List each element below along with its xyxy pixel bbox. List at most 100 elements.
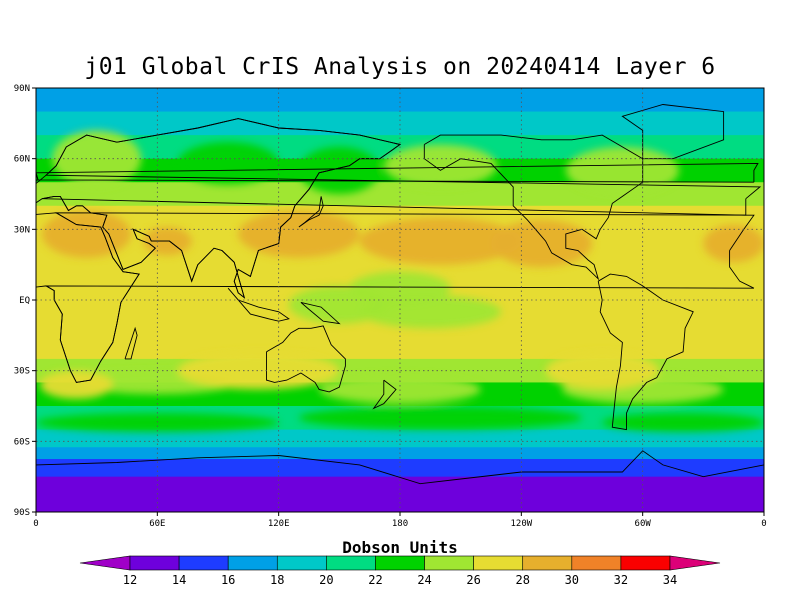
zonal-band	[36, 370, 764, 378]
zonal-band	[36, 447, 764, 454]
zonal-band	[36, 123, 764, 130]
zonal-band	[36, 146, 764, 154]
latitude-labels: 90N 60N 30N EQ 30S 60S 90S	[14, 84, 36, 518]
zonal-band	[36, 353, 764, 360]
latitude-label: 90N	[14, 84, 30, 94]
ozone-feature	[52, 130, 142, 187]
zonal-band	[36, 435, 764, 442]
colorbar-swatch	[424, 555, 474, 571]
ozone-feature	[359, 217, 522, 265]
zonal-band	[36, 329, 764, 336]
colorbar-over-triangle	[669, 555, 721, 571]
ozone-feature	[703, 224, 764, 263]
colorbar-swatch	[129, 555, 180, 571]
colorbar-label: 30	[565, 573, 579, 587]
zonal-band	[36, 182, 764, 189]
longitude-label: 180	[392, 519, 408, 529]
ozone-feature	[42, 210, 132, 258]
coastline	[36, 212, 140, 383]
colorbar-label: 24	[417, 573, 431, 587]
ozone-feature	[565, 146, 680, 194]
graticule	[36, 88, 764, 512]
colorbar: 12 14 16 18 20 22 24 26 28 30 32 34	[79, 555, 721, 587]
longitude-label: 0	[33, 519, 38, 529]
longitude-labels: 0 60E 120E 180 120W 60W 0	[33, 512, 767, 529]
coastline	[36, 118, 402, 299]
zonal-band	[36, 453, 764, 460]
colorbar-label: 28	[516, 573, 530, 587]
ozone-feature	[545, 351, 659, 390]
colorbar-title: Dobson Units	[342, 538, 458, 557]
zonal-band	[36, 482, 764, 490]
zonal-band	[36, 258, 764, 266]
ozone-feature	[491, 219, 593, 268]
longitude-label: 120E	[268, 519, 290, 529]
latitude-label: 60S	[14, 437, 30, 447]
colorbar-label: 14	[172, 573, 186, 587]
longitude-label: 60E	[149, 519, 165, 529]
zonal-band	[36, 188, 764, 195]
zonal-band	[36, 88, 764, 95]
coastlines	[36, 104, 764, 485]
zonal-band	[36, 129, 764, 136]
zonal-band	[36, 264, 764, 272]
colorbar-label: 26	[466, 573, 480, 587]
latitude-label: 90S	[14, 508, 30, 518]
coastline	[621, 104, 725, 160]
colorbar-swatch	[326, 555, 376, 571]
colorbar-under-triangle	[79, 555, 131, 571]
zonal-band	[36, 199, 764, 207]
ozone-feature	[177, 351, 340, 390]
coastline	[372, 379, 397, 410]
coastline	[36, 162, 759, 183]
ozone-feature	[177, 142, 279, 185]
coastline	[597, 273, 694, 431]
coastline	[300, 301, 341, 325]
zonal-band	[36, 358, 764, 366]
ozone-feature	[298, 146, 380, 194]
ozone-feature	[359, 295, 502, 329]
colorbar-label: 22	[368, 573, 382, 587]
ozone-field	[36, 88, 764, 512]
latitude-label: 30S	[14, 367, 30, 377]
coastline	[266, 325, 346, 393]
colorbar-label: 20	[319, 573, 333, 587]
colorbar-swatch	[227, 555, 278, 571]
zonal-band	[36, 111, 764, 119]
colorbar-swatch	[276, 555, 327, 571]
coastline	[124, 326, 138, 360]
zonal-band	[36, 488, 764, 495]
colorbar-swatch	[522, 555, 573, 571]
coastline	[36, 450, 764, 485]
regional-features	[36, 130, 764, 432]
zonal-band	[36, 341, 764, 348]
colorbar-label: 16	[221, 573, 235, 587]
coastline	[298, 196, 324, 228]
ozone-feature	[298, 406, 582, 430]
colorbar-label: 12	[123, 573, 137, 587]
colorbar-swatch	[571, 555, 622, 571]
colorbar-label: 18	[270, 573, 284, 587]
latitude-label: EQ	[19, 296, 30, 306]
chart-title: j01 Global CrIS Analysis on 20240414 Lay…	[84, 54, 716, 80]
colorbar-label: 32	[614, 573, 628, 587]
ozone-feature	[238, 210, 360, 258]
coastline	[227, 287, 290, 322]
colorbar-label: 34	[663, 573, 677, 587]
coastline	[423, 134, 644, 281]
zonal-band	[36, 99, 764, 107]
zonal-band	[36, 335, 764, 342]
latitude-label: 60N	[14, 155, 30, 165]
zonal-band	[36, 105, 764, 113]
zonal-band	[36, 205, 764, 213]
zonal-band	[36, 429, 764, 437]
zonal-band	[36, 464, 764, 472]
longitude-label: 120W	[510, 519, 532, 529]
ozone-feature	[383, 144, 498, 187]
latitude-label: 30N	[14, 225, 30, 235]
longitude-label: 60W	[635, 519, 652, 529]
zonal-band	[36, 470, 764, 478]
ozone-feature	[40, 370, 113, 399]
colorbar-swatch	[178, 555, 229, 571]
